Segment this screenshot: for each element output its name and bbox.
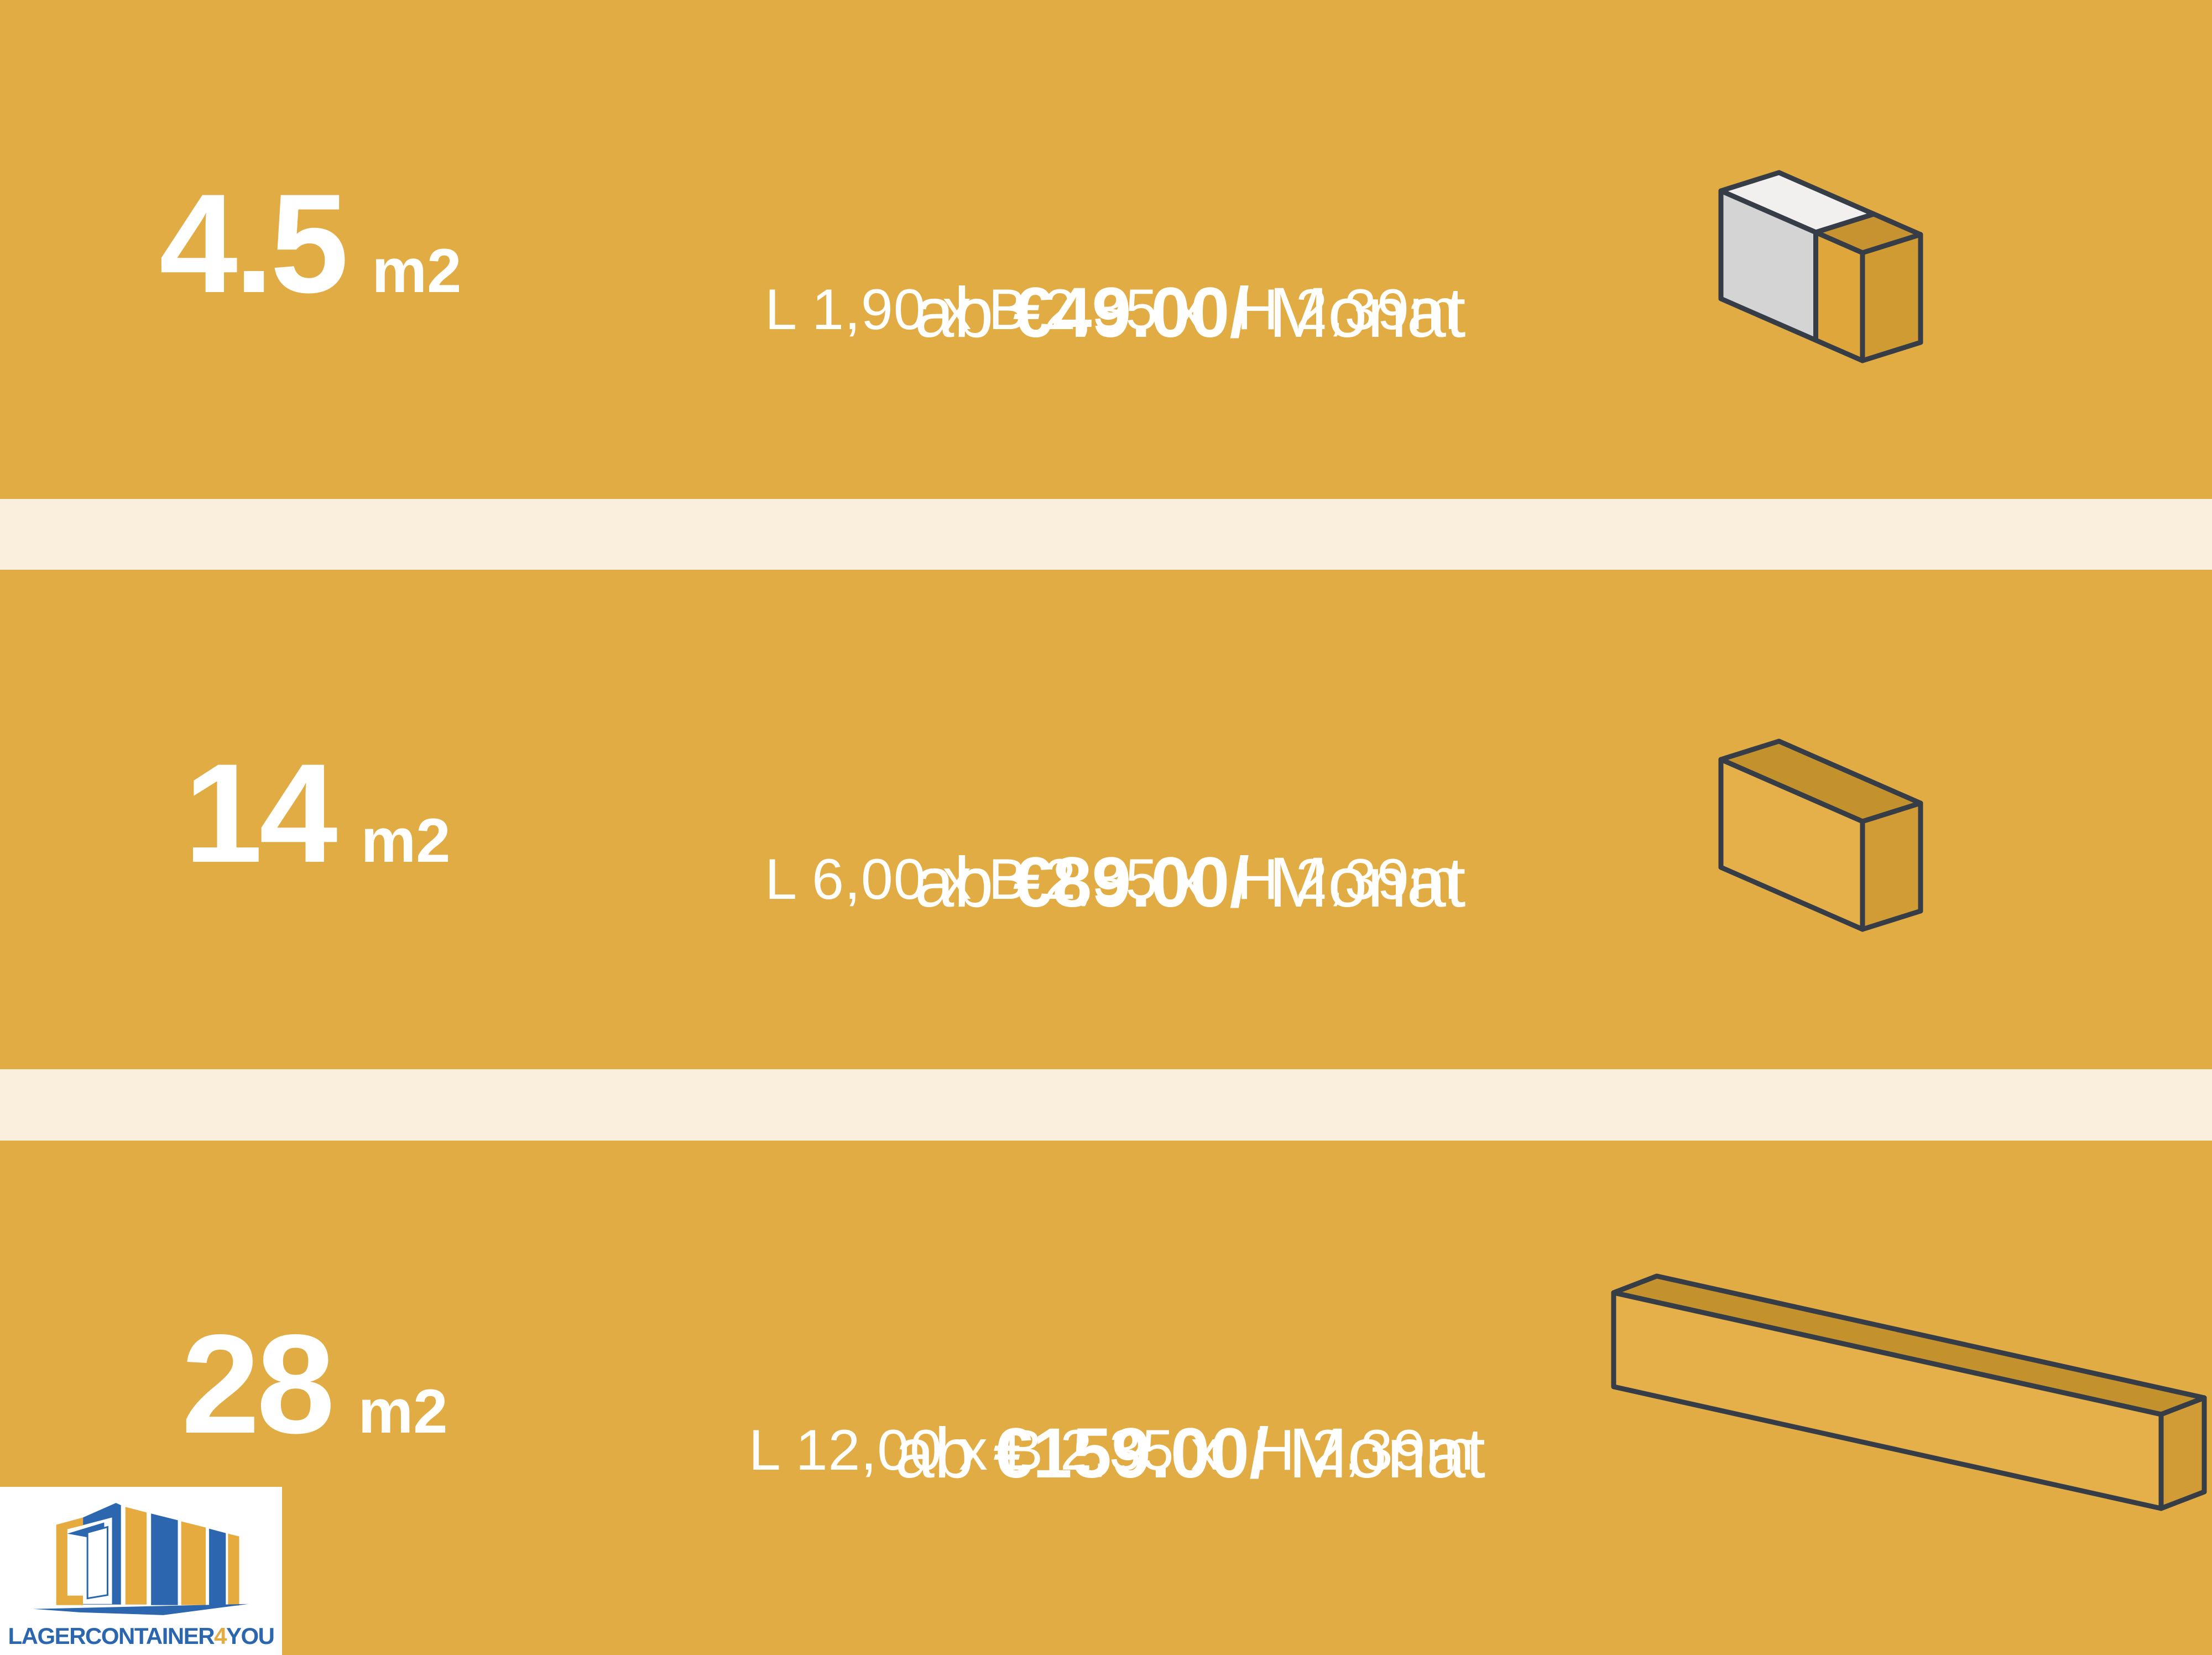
container-logo-icon <box>33 1503 249 1615</box>
price-prefix: ab <box>915 273 1014 352</box>
container-3d-medium-icon <box>1718 738 1923 932</box>
brand-wordmark: LAGERCONTAINER4YOU <box>0 1623 282 1649</box>
size-label: 4.5 m2 <box>159 173 461 314</box>
price-line: ab €49.00/ Monat <box>669 207 1554 419</box>
size-unit: m2 <box>372 236 462 305</box>
dimensions-text: L 6,00 x B 2,35 x H 2,39m <box>765 847 1458 912</box>
wordmark-suffix: YOU <box>226 1623 275 1649</box>
divider-band <box>0 1069 2212 1141</box>
price-suffix: Monat <box>1249 273 1466 352</box>
wordmark-prefix: LAGERCONTAINER <box>8 1623 215 1649</box>
brand-logo: LAGERCONTAINER4YOU <box>0 1487 282 1655</box>
price-line: ab €89.00/ Monat <box>669 777 1554 989</box>
price-prefix: ab <box>895 1414 994 1493</box>
size-value: 14 <box>184 735 338 892</box>
size-value: 28 <box>181 1305 335 1463</box>
pricing-row-large: 28 m2 ab €159.00/ Monat L 12,00 x B 2,35… <box>0 1141 2212 1655</box>
price-suffix: Monat <box>1269 1414 1485 1493</box>
container-3d-long-icon <box>1611 1273 2207 1511</box>
size-unit: m2 <box>361 806 451 875</box>
dimensions-text: L 1,90 x B 2,35 x H 2,39m <box>765 278 1458 342</box>
container-3d-partial-highlight-icon <box>1718 170 1923 363</box>
price-amount: €159.00/ <box>993 1414 1269 1493</box>
price-suffix: Monat <box>1249 843 1466 922</box>
price-amount: €89.00/ <box>1013 843 1250 922</box>
price-prefix: ab <box>915 843 1014 922</box>
pricing-row-medium: 14 m2 ab €89.00/ Monat L 6,00 x B 2,35 x… <box>0 570 2212 1069</box>
price-line: ab €159.00/ Monat <box>669 1347 1554 1560</box>
wordmark-accent: 4 <box>214 1623 227 1649</box>
size-label: 14 m2 <box>184 743 451 884</box>
divider-band <box>0 499 2212 570</box>
pricing-row-small: 4.5 m2 ab €49.00/ Monat L 1,90 x B 2,35 … <box>0 0 2212 499</box>
size-value: 4.5 <box>159 165 348 322</box>
price-amount: €49.00/ <box>1013 273 1250 352</box>
size-unit: m2 <box>358 1377 448 1446</box>
dimensions-text: L 12,00 x B 2,35 x H 2,39m <box>748 1418 1475 1482</box>
size-label: 28 m2 <box>181 1314 448 1455</box>
